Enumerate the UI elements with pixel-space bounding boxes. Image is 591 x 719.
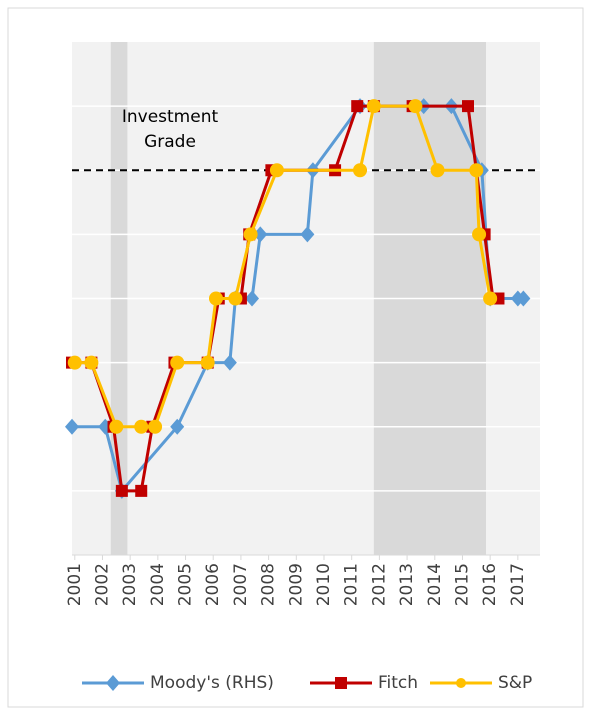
point [469, 163, 484, 178]
legend-label: Moody's (RHS) [150, 673, 274, 693]
x-tick-label: 2007 [231, 563, 251, 606]
point [135, 484, 148, 497]
x-tick-label: 2004 [148, 563, 168, 606]
x-tick-label: 2005 [176, 563, 196, 606]
x-tick-label: 2017 [508, 563, 528, 606]
point [65, 418, 79, 435]
point [408, 99, 423, 114]
legend-marker [335, 677, 347, 689]
point [170, 418, 185, 435]
x-tick-label: 2008 [259, 563, 279, 606]
point [366, 99, 381, 114]
point [67, 355, 82, 370]
point [228, 291, 243, 306]
x-tick-label: 2003 [120, 563, 140, 606]
point [253, 226, 268, 243]
legend-marker [456, 678, 466, 688]
x-tick-label: 2006 [203, 563, 223, 606]
x-tick-label: 2012 [369, 563, 389, 606]
legend-label: Fitch [378, 673, 418, 693]
point [170, 355, 185, 370]
point [243, 227, 258, 242]
annotation: Investment [122, 107, 219, 127]
point [148, 419, 163, 434]
x-tick-label: 2002 [92, 563, 112, 606]
x-tick-label: 2011 [342, 563, 362, 606]
point [115, 484, 128, 497]
legend-marker [106, 675, 120, 691]
x-tick-label: 2009 [286, 563, 306, 606]
point [84, 355, 99, 370]
legend-label: S&P [498, 673, 532, 693]
point [430, 163, 445, 178]
point [516, 290, 531, 307]
point [222, 354, 237, 371]
point [245, 290, 259, 307]
point [462, 100, 474, 113]
x-tick-label: 2010 [314, 563, 334, 606]
point [351, 100, 364, 113]
point [353, 163, 367, 178]
x-tick-label: 2014 [425, 563, 445, 606]
point [134, 419, 149, 434]
x-tick-label: 2016 [480, 563, 500, 606]
x-tick-label: 2013 [397, 563, 417, 606]
point [269, 163, 284, 178]
series-line [72, 104, 524, 493]
point [109, 419, 124, 434]
point [483, 291, 498, 306]
annotation: Grade [144, 132, 196, 152]
x-tick-label: 2015 [452, 563, 472, 606]
x-tick-label: 2001 [65, 563, 85, 606]
point [200, 355, 215, 370]
point [209, 291, 223, 306]
point [300, 226, 315, 243]
point [472, 227, 487, 242]
